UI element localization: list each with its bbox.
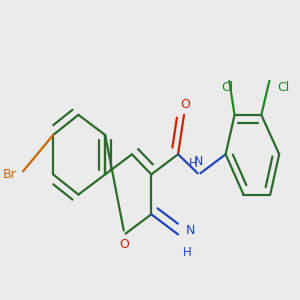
Text: N: N xyxy=(185,224,195,238)
Text: H: H xyxy=(183,246,191,260)
Text: Cl: Cl xyxy=(278,81,290,94)
Text: O: O xyxy=(181,98,190,111)
Text: N: N xyxy=(194,155,204,168)
Text: Cl: Cl xyxy=(221,81,233,94)
Text: O: O xyxy=(120,238,130,251)
Text: Br: Br xyxy=(3,168,17,181)
Text: H: H xyxy=(189,157,197,170)
